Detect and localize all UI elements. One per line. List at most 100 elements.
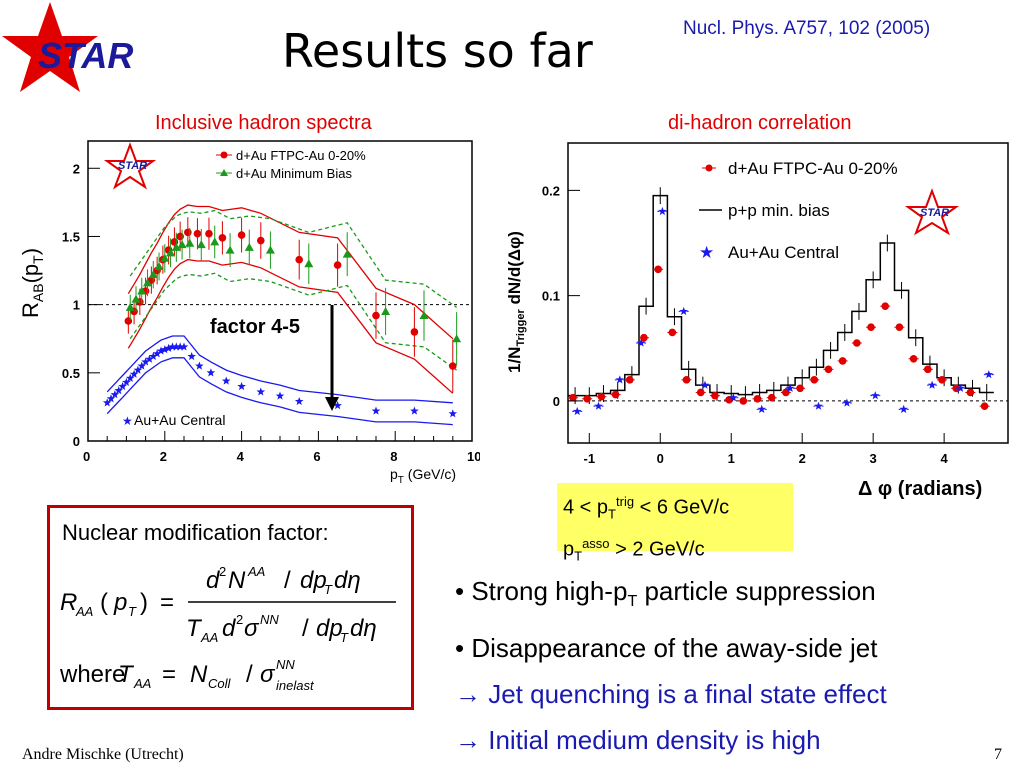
dihadron-ytick-label: 0 <box>553 394 560 409</box>
dihadron-point-auau <box>984 370 994 379</box>
raa-xtick-label: 10 <box>467 449 480 464</box>
formula-heading: Nuclear modification factor: <box>62 520 329 545</box>
dihadron-point-dau-ftpc <box>966 388 975 397</box>
svg-text:): ) <box>140 589 148 616</box>
svg-text:T: T <box>324 582 333 597</box>
raa-point-auau <box>149 352 158 361</box>
svg-text:p: p <box>113 589 127 616</box>
raa-star-logo: STAR <box>103 142 157 190</box>
raa-auau-legend: ★ Au+Au Central <box>122 412 225 428</box>
star-logo-shape <box>2 2 98 92</box>
svg-text:(: ( <box>100 589 108 616</box>
raa-chart: 0 2 4 6 8 10 0 0.5 1 1.5 2 RAB(pT) pT (GeV/c) STAR… <box>18 140 480 485</box>
associated-cut: pTasso > 2 GeV/c <box>563 535 705 564</box>
raa-point-dau-minbias <box>143 278 153 287</box>
raa-point-dau-ftpc <box>333 261 342 269</box>
raa-point-auau <box>206 368 216 377</box>
dihadron-xtick-label: 4 <box>941 451 949 466</box>
raa-point-dau-minbias <box>125 302 135 311</box>
raa-xlabel: pT (GeV/c) <box>390 466 456 485</box>
raa-point-auau <box>237 382 246 391</box>
dihadron-xtick-label: -1 <box>584 451 596 466</box>
svg-text:AA: AA <box>75 604 93 619</box>
svg-text:T: T <box>340 630 349 645</box>
factor-arrow-head <box>325 397 339 411</box>
factor-annotation: factor 4-5 <box>210 316 300 338</box>
dihadron-plot-frame <box>567 142 1009 444</box>
raa-point-dau-minbias <box>419 311 429 320</box>
raa-point-auau <box>187 352 196 361</box>
dihadron-point-dau-ftpc <box>796 384 804 393</box>
raa-ytick-label: 1.5 <box>62 229 80 244</box>
svg-text:/: / <box>302 615 309 642</box>
dihadron-point-dau-ftpc <box>682 376 691 384</box>
dihadron-point-dau-ftpc <box>767 393 776 402</box>
dihadron-point-auau <box>785 383 795 392</box>
dihadron-point-auau <box>729 393 738 402</box>
raa-point-auau <box>168 342 177 351</box>
raa-ytick-label: 2 <box>73 161 80 176</box>
svg-text:N: N <box>190 661 208 688</box>
dihadron-xlabel: Δ φ (radians) <box>858 478 982 500</box>
svg-text:2: 2 <box>219 564 226 579</box>
raa-point-dau-ftpc <box>410 328 419 336</box>
raa-point-dau-ftpc <box>295 255 304 264</box>
dihadron-xtick-label: 0 <box>657 451 664 466</box>
star-logo: STAR <box>2 2 133 92</box>
raa-band-upper-dau-ftpc <box>127 204 454 340</box>
svg-text:AA: AA <box>200 630 218 645</box>
dihadron-point-dau-ftpc <box>824 365 833 374</box>
raa-band-upper-auau <box>106 335 453 404</box>
trigger-cut: 4 < pTtrig < 6 GeV/c <box>563 494 730 522</box>
dihadron-xtick-label: 1 <box>728 451 735 466</box>
raa-point-dau-minbias <box>196 240 206 249</box>
svg-text:STAR: STAR <box>920 207 949 219</box>
dihadron-point-dau-ftpc <box>696 388 705 397</box>
raa-point-dau-minbias <box>244 242 254 251</box>
raa-point-dau-ftpc <box>372 311 380 320</box>
dihadron-point-auau <box>679 306 688 316</box>
raa-point-auau <box>106 394 116 403</box>
raa-point-dau-ftpc <box>237 231 246 239</box>
raa-point-dau-minbias <box>177 240 187 249</box>
dihadron-point-auau <box>871 391 880 400</box>
dihadron-ylabel: 1/NTrigger dN/d(Δφ) <box>505 231 527 373</box>
legend-label-pp: p+p min. bias <box>728 201 830 220</box>
svg-text:T: T <box>118 661 135 688</box>
raa-point-auau <box>371 406 381 415</box>
svg-text:NN: NN <box>260 612 279 627</box>
raa-xtick-label: 2 <box>160 449 167 464</box>
raa-point-auau <box>141 357 150 366</box>
dihadron-point-dau-ftpc <box>583 394 591 403</box>
raa-ylabel: RAB(pT) <box>18 248 46 318</box>
dihadron-point-auau <box>636 338 646 347</box>
raa-point-auau <box>102 398 112 407</box>
dihadron-point-dau-ftpc <box>881 302 890 310</box>
raa-point-auau <box>152 349 162 358</box>
dihadron-point-auau <box>700 380 710 389</box>
svg-text:NN: NN <box>276 657 295 672</box>
raa-point-dau-minbias <box>265 245 275 254</box>
raa-point-auau <box>294 397 304 406</box>
svg-text:T: T <box>186 615 203 642</box>
right-chart-caption: di-hadron correlation <box>668 112 852 134</box>
legend-label-dau-minbias: d+Au Minimum Bias <box>236 166 352 181</box>
raa-ytick-label: 0 <box>73 434 80 449</box>
svg-text:R: R <box>60 589 77 616</box>
dihadron-point-auau <box>658 206 667 216</box>
dihadron-point-dau-ftpc <box>909 354 918 363</box>
dihadron-point-dau-ftpc <box>924 365 932 374</box>
dihadron-point-dau-ftpc <box>597 392 606 401</box>
dihadron-point-dau-ftpc <box>611 390 620 399</box>
dihadron-point-auau <box>594 401 603 410</box>
dihadron-point-dau-ftpc <box>867 323 875 332</box>
footer-author: Andre Mischke (Utrecht) <box>22 746 184 763</box>
raa-plot-frame <box>87 140 473 442</box>
pp-histogram-line <box>568 194 994 397</box>
raa-point-auau <box>410 406 419 415</box>
bullet-suppression: • Strong high-pT particle suppression <box>455 576 876 611</box>
page-number: 7 <box>994 746 1002 763</box>
raa-point-dau-ftpc <box>176 232 184 241</box>
svg-text:2: 2 <box>236 612 243 627</box>
factor-label-bg <box>206 311 328 341</box>
